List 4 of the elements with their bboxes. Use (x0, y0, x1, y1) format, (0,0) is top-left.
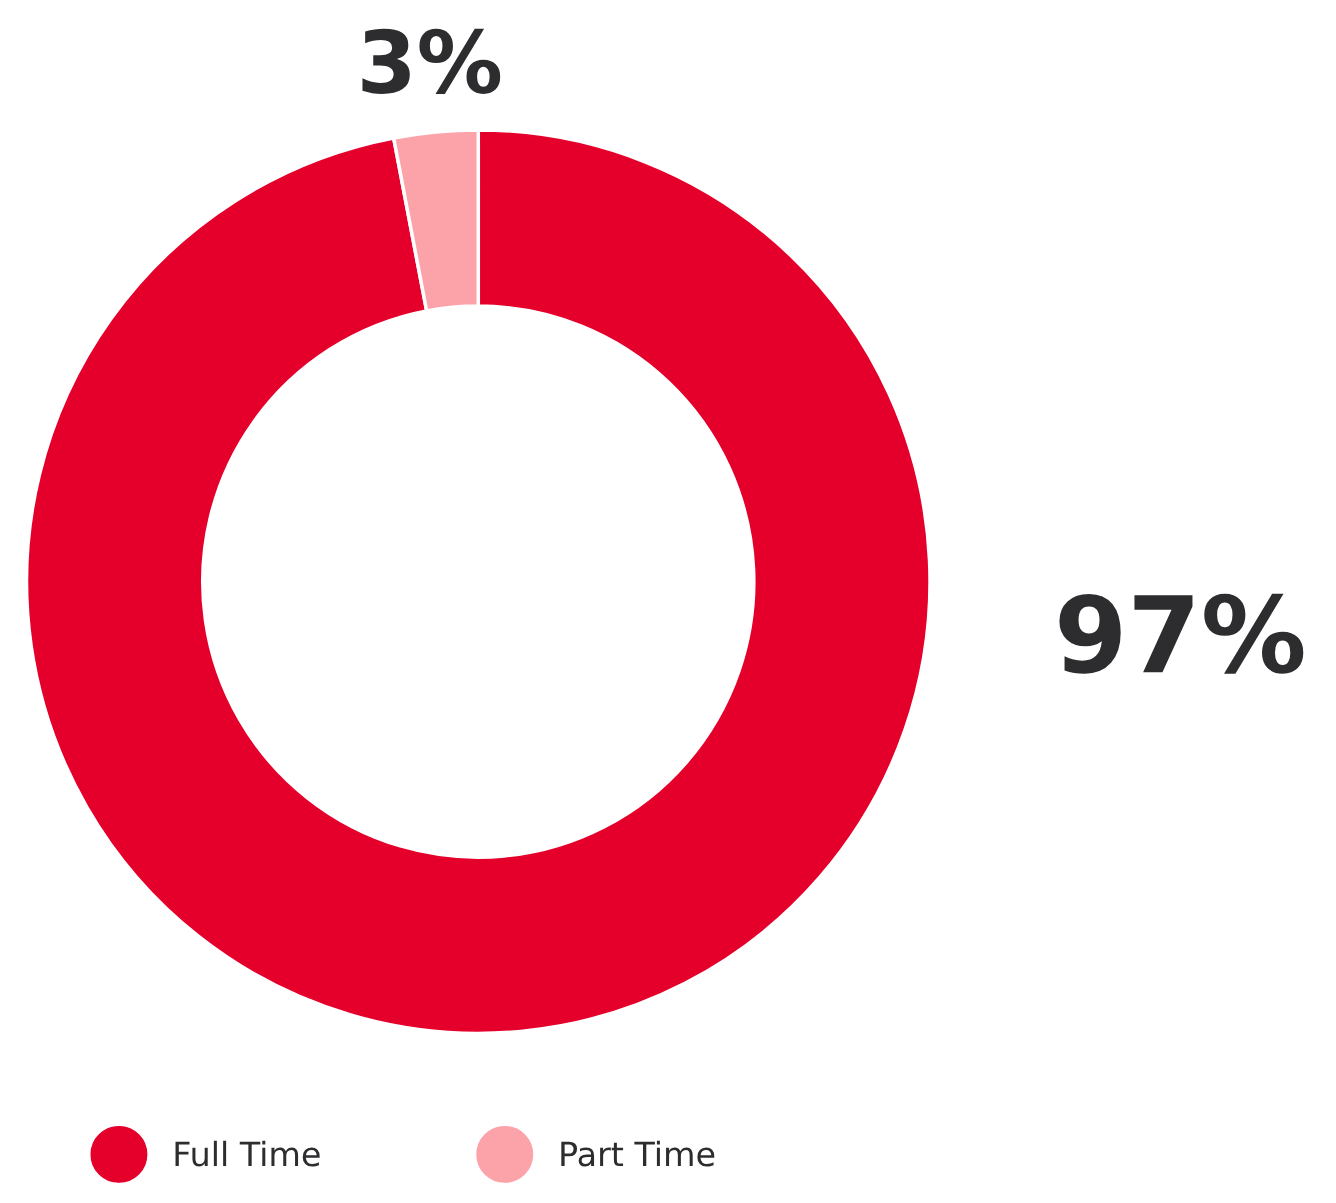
data-label: 97% (1059, 593, 1304, 674)
data-label: 3% (362, 28, 501, 94)
legend-label: Full Time (175, 1140, 320, 1167)
legend-label: Part Time (561, 1140, 715, 1167)
